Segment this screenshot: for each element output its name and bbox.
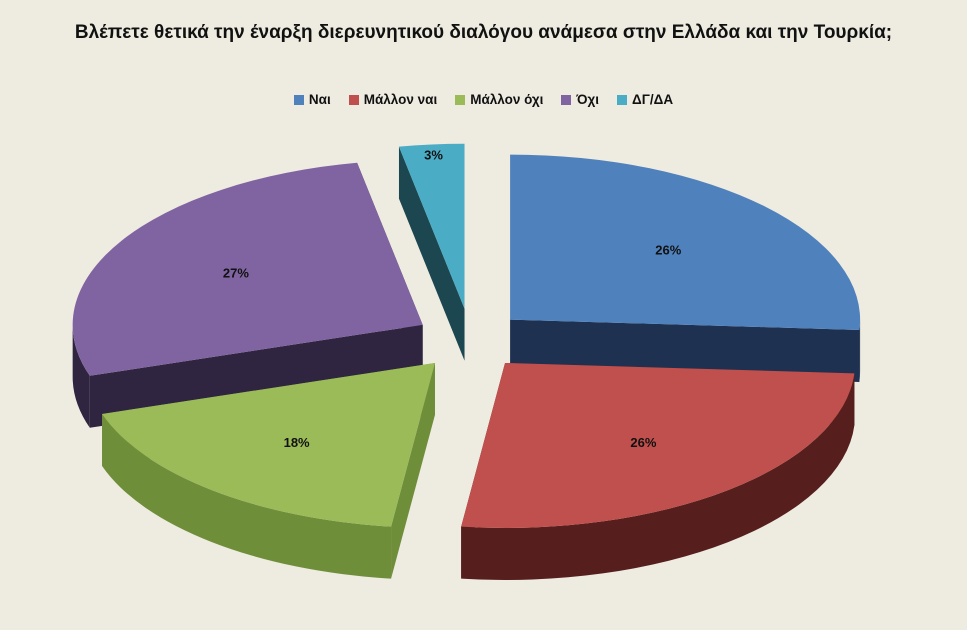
legend-label-dg-da: ΔΓ/ΔΑ [632,92,674,107]
slice-5-value-label: 3% [424,147,443,162]
legend-item-mallon-oxi: Μάλλον όχι [455,92,543,107]
slice-3-rim [102,413,392,579]
slice-4: 27% [72,162,423,428]
legend-label-nai: Ναι [308,92,331,107]
legend-item-dg-da: ΔΓ/ΔΑ [617,92,673,107]
legend-swatch-nai [293,94,304,105]
legend-item-nai: Ναι [293,92,331,107]
legend-swatch-mallon-nai [348,94,359,105]
slice-4-rim [72,324,90,428]
legend-label-mallon-oxi: Μάλλον όχι [470,92,544,107]
slice-4-value-label: 27% [223,266,249,281]
legend-label-mallon-nai: Μάλλον ναι [363,92,438,107]
slice-4-wall-start [89,324,423,428]
slice-2-value-label: 26% [630,435,656,450]
chart-legend: Ναι Μάλλον ναι Μάλλον όχι Όχι ΔΓ/ΔΑ [0,92,967,107]
legend-swatch-mallon-oxi [455,94,466,105]
legend-item-oxi: Όχι [561,92,599,107]
slice-1-top [510,154,861,330]
slice-3: 18% [102,362,435,579]
slice-3-wall-start [391,362,435,579]
legend-swatch-dg-da [617,94,628,105]
chart-title: Βλέπετε θετικά την έναρξη διερευνητικού … [74,22,893,43]
slice-1-value-label: 26% [655,243,681,258]
slice-5: 3% [398,143,465,361]
slice-1: 26% [510,154,861,382]
slice-2-top [461,362,855,528]
slice-2-rim [461,373,855,580]
slice-1-rim [859,319,861,382]
slice-5-top [398,143,465,309]
slice-3-top [102,362,435,527]
slice-4-top [72,162,423,376]
legend-label-oxi: Όχι [576,92,600,107]
slice-2: 26% [461,362,855,580]
slice-3-value-label: 18% [284,435,310,450]
legend-item-mallon-nai: Μάλλον ναι [348,92,438,107]
legend-swatch-oxi [561,94,572,105]
slice-5-wall-start [398,146,465,361]
